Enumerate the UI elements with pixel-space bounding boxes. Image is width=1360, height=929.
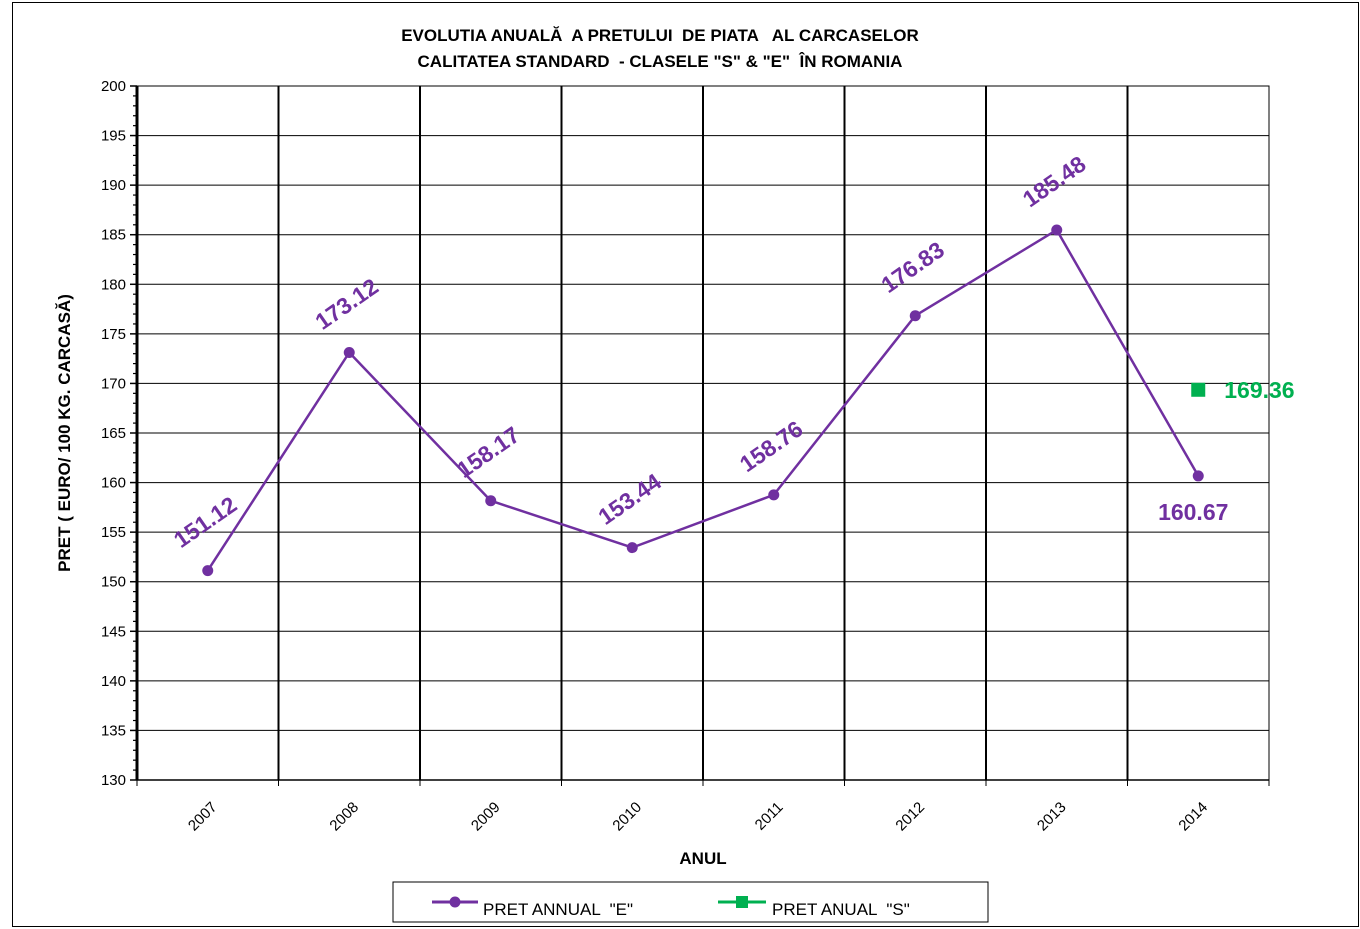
x-tick-label: 2014 [1175,799,1211,835]
y-tick-label: 150 [101,574,126,591]
x-tick-label: 2010 [609,799,645,835]
y-tick-label: 180 [101,276,126,293]
legend-box [392,881,989,923]
series-e-point [909,310,921,322]
data-label-e: 153.44 [593,468,666,530]
series-e-point [1192,470,1204,482]
x-tick-label: 2009 [468,799,504,835]
x-tick-label: 2012 [892,799,928,835]
chart-frame [12,2,1359,927]
legend: PRET ANNUAL "E" PRET ANUAL "S" [392,881,989,923]
chart-title-line-2: CALITATEA STANDARD - CLASELE "S" & "E" Î… [418,52,903,71]
y-tick-label: 135 [101,722,126,739]
y-tick-label: 175 [101,326,126,343]
y-tick-label: 140 [101,673,126,690]
y-tick-label: 145 [101,623,126,640]
legend-label-s: PRET ANUAL "S" [772,900,910,919]
series-e-point [202,565,214,577]
legend-marker-e [449,896,461,908]
chart-title-line-1: EVOLUTIA ANUALĂ A PRETULUI DE PIATA AL C… [401,26,919,45]
y-tick-label: 170 [101,375,126,392]
series-e-point [768,489,780,501]
y-tick-label: 130 [101,772,126,789]
axes [130,85,1270,786]
series-s-point [1191,382,1206,397]
y-tick-label: 185 [101,227,126,244]
data-label-e: 173.12 [310,273,383,335]
y-tick-label: 155 [101,524,126,541]
data-label-e: 151.12 [169,491,242,553]
x-axis-label: ANUL [679,849,726,868]
y-tick-label: 190 [101,177,126,194]
x-tick-label: 2007 [185,799,221,835]
series-e-line [206,228,1200,572]
series [202,224,1206,577]
series-e-point [485,495,497,507]
y-tick-label: 165 [101,425,126,442]
x-tick-label: 2008 [326,799,362,835]
gridlines [136,85,1270,781]
y-tick-label: 195 [101,128,126,145]
x-tick-label: 2011 [752,799,787,834]
legend-marker-s [736,896,748,908]
legend-label-e: PRET ANNUAL "E" [483,900,633,919]
series-e-point [343,346,355,358]
y-tick-label: 160 [101,475,126,492]
data-label-e: 158.17 [452,421,525,483]
series-e-point [1051,224,1063,236]
series-e-point [626,542,638,554]
y-axis-label: PRET ( EURO/ 100 KG. CARCASĂ) [55,294,74,572]
x-tick-label: 2013 [1034,799,1070,835]
data-label-e: 176.83 [876,236,949,298]
data-label-s: 169.36 [1224,377,1294,403]
y-tick-label: 200 [101,78,126,95]
y-tick-labels: 130 135 140 145 150 155 160 165 170 175 180 185 190 1… [101,78,126,789]
data-label-e: 160.67 [1158,499,1228,525]
data-label-e: 185.48 [1018,150,1091,212]
x-tick-labels: 2007 2008 2009 2010 2011 2012 2013 2014 [185,799,1211,835]
